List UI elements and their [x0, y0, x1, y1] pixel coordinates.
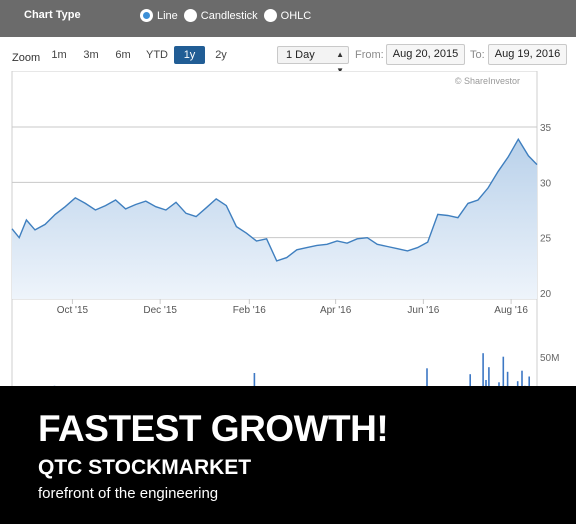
banner-company: QTC STOCKMARKET [38, 456, 252, 479]
zoom-3m-button[interactable]: 3m [83, 49, 99, 61]
interval-value: 1 Day [286, 49, 315, 61]
radio-candlestick-label: Candlestick [200, 9, 258, 22]
zoom-1y-button[interactable]: 1y [174, 46, 205, 64]
volume-bar [426, 368, 428, 401]
x-tick-label: Dec '15 [143, 305, 177, 316]
zoom-2y-button[interactable]: 2y [215, 49, 227, 61]
from-date-input[interactable]: Aug 20, 2015 [386, 44, 465, 65]
y-tick-label: 20 [540, 289, 552, 300]
radio-unselected-icon[interactable] [183, 9, 197, 22]
zoom-label: Zoom [12, 52, 41, 64]
volume-bar [488, 367, 490, 401]
volume-bar [502, 356, 505, 401]
radio-unselected-icon[interactable] [263, 9, 277, 22]
volume-bar [521, 370, 523, 401]
price-chart-svg: 35 30 25 20 Oct '15 Dec '15 Feb '16 Apr '16 Jun… [11, 70, 559, 401]
chart-type-bar: Chart Type Line Candlestick OHLC [0, 0, 576, 37]
y-tick-label: 30 [540, 178, 552, 189]
interval-select[interactable]: 1 Day ▲▼ [277, 46, 349, 75]
y-tick-label: 35 [540, 123, 552, 134]
zoom-6m-button[interactable]: 6m [115, 49, 131, 61]
x-tick-label: Oct '15 [57, 305, 89, 316]
x-tick-label: Jun '16 [407, 305, 439, 316]
chart-type-label: Chart Type [24, 9, 81, 21]
x-tick-label: Feb '16 [233, 305, 266, 316]
banner-headline: FASTEST GROWTH! [38, 408, 389, 449]
chart-credit: © ShareInvestor [455, 76, 520, 86]
price-line [11, 137, 538, 262]
zoom-1m-button[interactable]: 1m [51, 49, 67, 61]
volume-bar [482, 353, 484, 401]
zoom-ytd-button[interactable]: YTD [146, 49, 168, 61]
radio-ohlc[interactable]: OHLC [263, 9, 312, 22]
promo-banner: FASTEST GROWTH! QTC STOCKMARKET forefron… [0, 386, 576, 524]
zoom-toolbar: Zoom 1m 3m 6m YTD 1y 2y 1 Day ▲▼ From: A… [0, 37, 576, 75]
to-date-input[interactable]: Aug 19, 2016 [488, 44, 567, 65]
chart-type-radio-group: Line Candlestick OHLC [140, 9, 317, 22]
radio-selected-icon[interactable] [140, 9, 153, 22]
banner-tagline: forefront of the engineering [38, 485, 219, 502]
radio-ohlc-label: OHLC [280, 9, 312, 22]
x-tick-label: Aug '16 [494, 305, 528, 316]
to-label: To: [470, 49, 485, 61]
volume-axis-label: 50M [540, 353, 559, 364]
y-tick-label: 25 [540, 234, 552, 245]
radio-line-label: Line [157, 9, 178, 22]
radio-candlestick[interactable]: Candlestick [183, 9, 258, 22]
price-chart: 35 30 25 20 Oct '15 Dec '15 Feb '16 Apr '16 Jun… [0, 70, 576, 401]
x-tick-label: Apr '16 [320, 305, 352, 316]
from-label: From: [355, 49, 384, 61]
price-area [12, 139, 537, 299]
radio-line[interactable]: Line [140, 9, 178, 22]
